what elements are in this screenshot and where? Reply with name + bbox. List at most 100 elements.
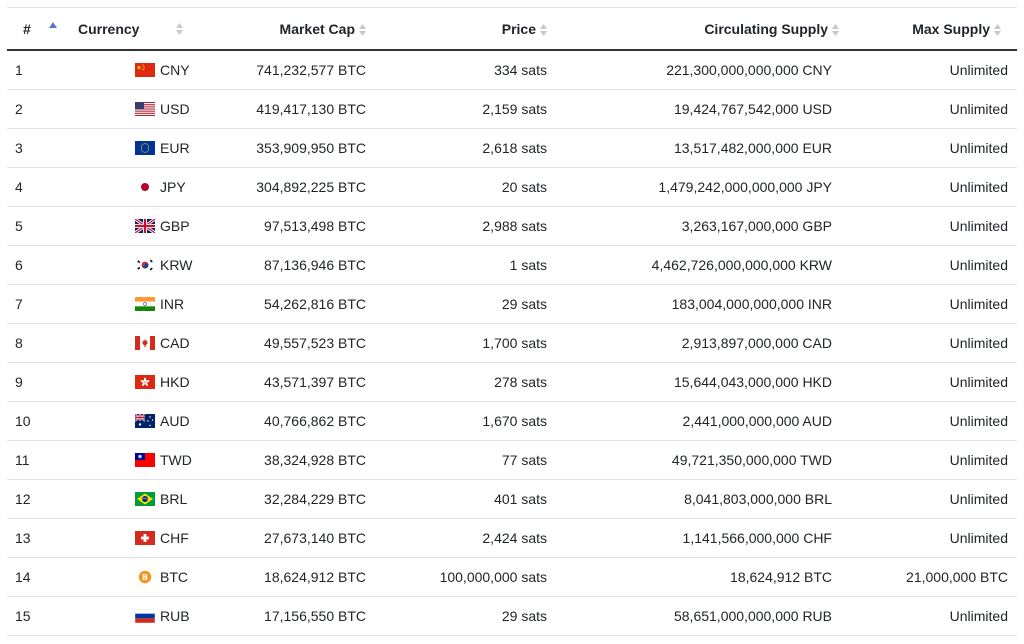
rank-cell: 15 bbox=[7, 596, 67, 636]
currency-code[interactable]: TWD bbox=[160, 452, 192, 468]
rank-cell: 5 bbox=[7, 206, 67, 246]
circulating-supply-cell: 183,004,000,000,000 INR bbox=[565, 284, 857, 324]
circulating-supply-cell: 58,651,000,000,000 RUB bbox=[565, 596, 857, 636]
currency-cell[interactable]: BRL bbox=[67, 479, 201, 519]
rank-cell: 2 bbox=[7, 89, 67, 129]
market-cap-cell: 49,557,523 BTC bbox=[201, 323, 384, 363]
price-cell: 1,670 sats bbox=[384, 401, 565, 441]
br-flag-icon bbox=[135, 492, 155, 506]
price-cell: 401 sats bbox=[384, 479, 565, 519]
currency-cell[interactable]: RUB bbox=[67, 596, 201, 636]
currency-code[interactable]: CNY bbox=[160, 62, 190, 78]
sort-both-icon bbox=[176, 22, 183, 35]
currency-table-container: # Currency Market Cap bbox=[7, 7, 1017, 636]
market-cap-cell: 17,156,550 BTC bbox=[201, 596, 384, 636]
currency-market-table: # Currency Market Cap bbox=[7, 7, 1017, 636]
currency-cell[interactable]: CAD bbox=[67, 323, 201, 363]
currency-cell[interactable]: KRW bbox=[67, 245, 201, 285]
currency-code[interactable]: BTC bbox=[160, 569, 188, 585]
currency-column-header[interactable]: Currency bbox=[67, 7, 201, 51]
max-supply-cell: 21,000,000 BTC bbox=[857, 557, 1017, 597]
circulating-supply-cell: 221,300,000,000,000 CNY bbox=[565, 50, 857, 90]
au-flag-icon bbox=[135, 414, 155, 428]
circulating-supply-header-label: Circulating Supply bbox=[704, 20, 828, 37]
rank-cell: 13 bbox=[7, 518, 67, 558]
table-row[interactable]: 2 USD 419,417,130 BTC 2,159 sats 19,424,… bbox=[7, 89, 1017, 129]
currency-cell[interactable]: CHF bbox=[67, 518, 201, 558]
price-column-header[interactable]: Price bbox=[384, 7, 565, 51]
table-row[interactable]: 9 HKD 43,571,397 BTC 278 sats 15,644,043… bbox=[7, 362, 1017, 402]
currency-code[interactable]: BRL bbox=[160, 491, 188, 507]
table-row[interactable]: 13 CHF 27,673,140 BTC 2,424 sats 1,141,5… bbox=[7, 518, 1017, 558]
currency-cell[interactable]: USD bbox=[67, 89, 201, 129]
currency-code[interactable]: USD bbox=[160, 101, 190, 117]
currency-code[interactable]: KRW bbox=[160, 257, 193, 273]
currency-cell[interactable]: CNY bbox=[67, 50, 201, 90]
circulating-supply-column-header[interactable]: Circulating Supply bbox=[565, 7, 857, 51]
circulating-supply-cell: 2,441,000,000,000 AUD bbox=[565, 401, 857, 441]
rank-cell: 7 bbox=[7, 284, 67, 324]
currency-cell[interactable]: AUD bbox=[67, 401, 201, 441]
price-header-label: Price bbox=[501, 20, 536, 37]
circulating-supply-cell: 15,644,043,000,000 HKD bbox=[565, 362, 857, 402]
circulating-supply-cell: 18,624,912 BTC bbox=[565, 557, 857, 597]
rank-column-header[interactable]: # bbox=[7, 7, 67, 51]
currency-cell[interactable]: B BTC bbox=[67, 557, 201, 597]
max-supply-cell: Unlimited bbox=[857, 596, 1017, 636]
market-cap-cell: 32,284,229 BTC bbox=[201, 479, 384, 519]
currency-code[interactable]: EUR bbox=[160, 140, 190, 156]
table-row[interactable]: 7 INR 54,262,816 BTC 29 sats 183,004,000… bbox=[7, 284, 1017, 324]
max-supply-cell: Unlimited bbox=[857, 362, 1017, 402]
gb-flag-icon bbox=[135, 219, 155, 233]
currency-cell[interactable]: JPY bbox=[67, 167, 201, 207]
rank-cell: 8 bbox=[7, 323, 67, 363]
currency-cell[interactable]: EUR bbox=[67, 128, 201, 168]
price-cell: 334 sats bbox=[384, 50, 565, 90]
price-cell: 29 sats bbox=[384, 284, 565, 324]
table-row[interactable]: 5 GBP 97,513,498 BTC 2,988 sats 3,263,16… bbox=[7, 206, 1017, 246]
ca-flag-icon bbox=[135, 336, 155, 350]
table-row[interactable]: 15 RUB 17,156,550 BTC 29 sats 58,651,000… bbox=[7, 596, 1017, 636]
table-row[interactable]: 8 CAD 49,557,523 BTC 1,700 sats 2,913,89… bbox=[7, 323, 1017, 363]
table-row[interactable]: 14 B BTC 18,624,912 BTC 100,000,000 sats… bbox=[7, 557, 1017, 597]
max-supply-column-header[interactable]: Max Supply bbox=[857, 7, 1017, 51]
us-flag-icon bbox=[135, 102, 155, 116]
price-cell: 29 sats bbox=[384, 596, 565, 636]
sort-both-icon bbox=[359, 23, 366, 36]
max-supply-cell: Unlimited bbox=[857, 245, 1017, 285]
btc-coin-icon: B bbox=[135, 570, 155, 584]
table-row[interactable]: 3 EUR 353,909,950 BTC 2,618 sats 13,517,… bbox=[7, 128, 1017, 168]
max-supply-cell: Unlimited bbox=[857, 50, 1017, 90]
table-row[interactable]: 12 BRL 32,284,229 BTC 401 sats 8,041,803… bbox=[7, 479, 1017, 519]
currency-cell[interactable]: INR bbox=[67, 284, 201, 324]
price-cell: 2,159 sats bbox=[384, 89, 565, 129]
currency-code[interactable]: CAD bbox=[160, 335, 190, 351]
currency-cell[interactable]: TWD bbox=[67, 440, 201, 480]
currency-code[interactable]: GBP bbox=[160, 218, 190, 234]
currency-code[interactable]: INR bbox=[160, 296, 185, 312]
table-row[interactable]: 1 CNY 741,232,577 BTC 334 sats 221,300,0… bbox=[7, 50, 1017, 90]
table-header: # Currency Market Cap bbox=[7, 7, 1017, 51]
currency-code[interactable]: AUD bbox=[160, 413, 190, 429]
currency-code[interactable]: JPY bbox=[160, 179, 186, 195]
currency-header-label: Currency bbox=[78, 20, 140, 37]
table-row[interactable]: 10 AUD 40,766,862 BTC 1,670 sats 2,441,0… bbox=[7, 401, 1017, 441]
sort-ascending-icon bbox=[48, 21, 57, 28]
price-cell: 278 sats bbox=[384, 362, 565, 402]
table-row[interactable]: 6 KRW 87,136,946 BTC 1 sats 4,462,726,00… bbox=[7, 245, 1017, 285]
currency-code[interactable]: RUB bbox=[160, 608, 190, 624]
sort-both-icon bbox=[540, 23, 547, 36]
currency-cell[interactable]: HKD bbox=[67, 362, 201, 402]
circulating-supply-cell: 4,462,726,000,000,000 KRW bbox=[565, 245, 857, 285]
jp-flag-icon bbox=[135, 180, 155, 194]
market-cap-cell: 27,673,140 BTC bbox=[201, 518, 384, 558]
table-row[interactable]: 4 JPY 304,892,225 BTC 20 sats 1,479,242,… bbox=[7, 167, 1017, 207]
table-row[interactable]: 11 TWD 38,324,928 BTC 77 sats 49,721,350… bbox=[7, 440, 1017, 480]
max-supply-cell: Unlimited bbox=[857, 284, 1017, 324]
currency-code[interactable]: HKD bbox=[160, 374, 190, 390]
max-supply-cell: Unlimited bbox=[857, 479, 1017, 519]
currency-code[interactable]: CHF bbox=[160, 530, 189, 546]
currency-cell[interactable]: GBP bbox=[67, 206, 201, 246]
market-cap-column-header[interactable]: Market Cap bbox=[201, 7, 384, 51]
market-cap-cell: 40,766,862 BTC bbox=[201, 401, 384, 441]
